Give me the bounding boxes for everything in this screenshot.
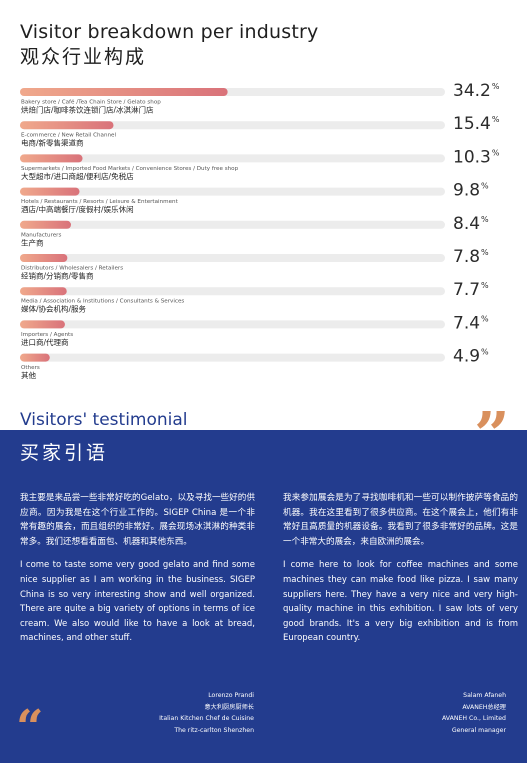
testimonial-section xyxy=(0,430,527,763)
category-label-cn: 其他 xyxy=(21,370,36,380)
closing-quote-icon: ” xyxy=(474,398,510,471)
category-label-cn: 经销商/分销商/零售商 xyxy=(21,271,94,281)
category-label-en: Media / Association & Institutions / Con… xyxy=(21,299,184,305)
category-label-en: Hotels / Restaurants / Resorts / Leisure… xyxy=(21,199,179,205)
testimonial-right-en: I come here to look for coffee machines … xyxy=(283,560,518,644)
bar xyxy=(20,353,50,362)
signature-left: Lorenzo Prandi 意大利厨房厨师长 Italian Kitchen … xyxy=(19,690,254,736)
value-label: 8.4% xyxy=(453,214,489,234)
bar-track xyxy=(20,254,445,262)
bar xyxy=(20,154,83,163)
signature-left-company: The ritz-carlton Shenzhen xyxy=(174,726,254,734)
category-label-cn: 酒店/中高端餐厅/度假村/娱乐休闲 xyxy=(21,204,134,214)
signature-right-role-cn: AVANEH总经理 xyxy=(462,703,506,711)
percent-sign: % xyxy=(481,215,489,224)
bar-track xyxy=(20,287,445,296)
value-label: 10.3% xyxy=(453,147,500,167)
signature-right-role-en: General manager xyxy=(451,726,506,734)
percent-sign: % xyxy=(481,314,489,323)
chart-title: Visitor breakdown per industry xyxy=(20,21,319,43)
opening-quote-icon: “ xyxy=(16,700,44,756)
percent-sign: % xyxy=(492,115,500,124)
bar xyxy=(20,220,71,229)
signature-right: Salam Afaneh AVANEH总经理 AVANEH Co., Limit… xyxy=(271,690,506,736)
bar-track xyxy=(20,220,445,229)
testimonial-title: Visitors' testimonial xyxy=(20,410,188,430)
bar xyxy=(20,254,68,262)
category-label-cn: 电商/新零售渠道商 xyxy=(21,138,84,148)
bar-track xyxy=(20,353,445,362)
bar-track xyxy=(20,187,445,196)
bar xyxy=(20,320,65,329)
testimonial-right: 我来参加展会是为了寻找咖啡机和一些可以制作披萨等食品的机器。我在这里看到了很多供… xyxy=(283,491,518,655)
percent-sign: % xyxy=(492,148,500,157)
category-label-en: Manufacturers xyxy=(21,232,61,238)
value-label: 7.8% xyxy=(453,247,489,267)
testimonial-left: 我主要是来品尝一些非常好吃的Gelato，以及寻找一些好的供应商。因为我是在这个… xyxy=(20,491,255,655)
chart-subtitle: 观众行业构成 xyxy=(20,46,147,68)
value-label: 7.4% xyxy=(453,313,489,333)
bar-track xyxy=(20,154,445,163)
signature-left-role-en: Italian Kitchen Chef de Cuisine xyxy=(159,715,254,722)
industry-bar-chart: Bakery store / Café /Tea Chain Store / G… xyxy=(20,81,500,380)
category-label-cn: 媒体/协会机构/服务 xyxy=(21,304,87,314)
value-label: 7.7% xyxy=(453,280,489,300)
category-label-cn: 大型超市/进口商超/便利店/免税店 xyxy=(21,171,134,181)
percent-sign: % xyxy=(481,281,489,290)
signature-right-company: AVANEH Co., Limited xyxy=(441,715,506,722)
category-label-en: Distributors / Wholesalers / Retailers xyxy=(21,266,123,272)
percent-sign: % xyxy=(481,182,489,191)
testimonial-left-en: I come to taste some very good gelato an… xyxy=(20,560,255,644)
bar xyxy=(20,88,228,96)
bar-track xyxy=(20,121,445,130)
signature-left-role-cn: 意大利厨房厨师长 xyxy=(204,703,255,711)
testimonial-subtitle: 买家引语 xyxy=(20,442,109,464)
signature-right-name: Salam Afaneh xyxy=(463,692,506,699)
testimonial-left-cn: 我主要是来品尝一些非常好吃的Gelato，以及寻找一些好的供应商。因为我是在这个… xyxy=(20,493,255,547)
signature-left-name: Lorenzo Prandi xyxy=(208,692,254,699)
testimonial-right-cn: 我来参加展会是为了寻找咖啡机和一些可以制作披萨等食品的机器。我在这里看到了很多供… xyxy=(283,493,518,547)
category-label-en: Others xyxy=(21,365,40,371)
category-label-en: Supermarkets / Imported Food Markets / C… xyxy=(21,166,239,172)
percent-sign: % xyxy=(481,248,489,257)
category-label-en: E-commerce / New Retail Channel xyxy=(21,133,116,139)
bar xyxy=(20,187,80,196)
category-label-en: Bakery store / Café /Tea Chain Store / G… xyxy=(21,99,161,106)
value-label: 9.8% xyxy=(453,181,489,201)
value-label: 15.4% xyxy=(453,114,500,134)
category-label-cn: 进口商/代理商 xyxy=(21,337,69,347)
value-label: 4.9% xyxy=(453,347,489,367)
category-label-cn: 烘焙门店/咖啡茶饮连锁门店/冰淇淋门店 xyxy=(21,105,154,115)
bar xyxy=(20,287,67,296)
category-label-cn: 生产商 xyxy=(21,237,44,247)
category-label-en: Importers / Agents xyxy=(21,332,73,338)
percent-sign: % xyxy=(481,348,489,357)
bar xyxy=(20,121,114,130)
value-label: 34.2% xyxy=(453,81,500,101)
percent-sign: % xyxy=(492,82,500,91)
bar-track xyxy=(20,320,445,329)
